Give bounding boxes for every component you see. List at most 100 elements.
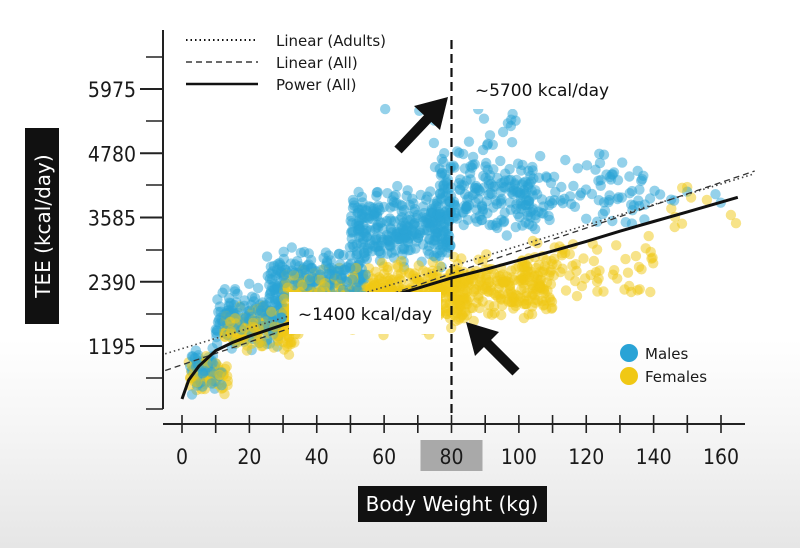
male-point	[270, 295, 281, 307]
male-point	[603, 197, 614, 208]
x-axis-title-box: Body Weight (kg)	[358, 486, 547, 522]
legend-line-label: Power (All)	[276, 76, 356, 94]
callout-box-high	[466, 69, 618, 109]
female-point	[368, 280, 379, 291]
x-tick-label: 160	[703, 445, 739, 469]
male-point	[510, 221, 521, 233]
male-point	[533, 172, 545, 183]
male-point	[356, 209, 368, 220]
female-point	[483, 308, 494, 319]
female-point	[508, 303, 519, 314]
female-point	[239, 323, 250, 334]
male-point	[556, 181, 567, 193]
male-point	[506, 137, 518, 148]
male-point	[501, 230, 512, 241]
x-tick-highlight-box	[420, 440, 483, 471]
male-point	[564, 191, 576, 202]
female-point	[382, 272, 394, 283]
male-point	[590, 164, 601, 175]
female-point	[392, 259, 403, 271]
male-point	[592, 216, 603, 227]
male-point	[555, 195, 566, 206]
male-point	[595, 180, 606, 191]
female-point	[297, 279, 308, 291]
male-point	[428, 235, 439, 246]
trend-line-power-all	[180, 195, 739, 400]
male-point	[581, 213, 592, 224]
male-point	[481, 157, 492, 169]
x-tick-label: 140	[636, 445, 672, 469]
male-point	[465, 161, 476, 172]
x-tick-label: 60	[372, 445, 396, 469]
male-point	[344, 284, 355, 295]
male-point	[369, 234, 381, 246]
female-point	[192, 377, 203, 388]
female-point	[488, 301, 500, 312]
male-point	[533, 206, 544, 217]
female-point	[549, 253, 560, 264]
male-point	[268, 284, 280, 295]
male-point	[207, 357, 218, 369]
x-tick-label: 40	[305, 445, 329, 469]
male-point	[349, 200, 360, 211]
male-point	[497, 126, 509, 138]
legend-point-females	[620, 367, 638, 385]
legend-line-label: Linear (Adults)	[276, 32, 386, 50]
female-point	[268, 342, 279, 353]
trend-line-linear-adults	[164, 172, 755, 355]
male-point	[496, 198, 507, 209]
male-point	[454, 147, 465, 159]
point-legend: Males Females	[620, 344, 707, 386]
male-point	[476, 214, 488, 226]
male-point	[217, 287, 228, 298]
male-point	[392, 180, 403, 192]
y-tick-label: 4780	[88, 142, 136, 166]
male-point	[632, 165, 643, 177]
male-point	[359, 247, 370, 258]
female-point	[518, 312, 530, 324]
male-point	[248, 296, 260, 307]
male-point	[206, 378, 217, 389]
male-point	[286, 242, 297, 253]
female-point	[648, 258, 659, 269]
x-tick-label: 20	[237, 445, 261, 469]
male-point	[458, 219, 469, 231]
female-point	[579, 273, 591, 284]
female-point	[519, 282, 530, 294]
male-point	[439, 169, 451, 180]
female-point	[633, 261, 645, 273]
female-point	[676, 218, 688, 229]
female-point	[532, 295, 544, 306]
female-point	[588, 255, 600, 267]
legend-line-label: Linear (All)	[276, 54, 358, 72]
x-tick-label: 0	[176, 445, 188, 469]
female-point	[460, 274, 472, 286]
female-point	[452, 307, 463, 318]
male-point	[429, 161, 441, 173]
male-point	[560, 154, 571, 166]
y-axis-ticks	[140, 56, 163, 410]
male-point	[385, 224, 397, 235]
male-point	[636, 175, 647, 186]
male-point	[380, 103, 391, 115]
callout-text-high: ~5700 kcal/day	[475, 81, 609, 101]
arrow-high-shaft	[394, 110, 436, 154]
female-point	[630, 250, 642, 262]
male-point	[214, 318, 225, 330]
male-point	[569, 201, 581, 212]
female-point	[451, 281, 462, 292]
male-point	[502, 118, 514, 129]
male-point	[599, 205, 611, 217]
male-point	[581, 160, 593, 171]
male-point	[347, 227, 358, 238]
male-point	[333, 249, 345, 260]
female-point	[537, 266, 548, 278]
female-point	[622, 267, 634, 278]
x-tick-label: 120	[568, 445, 604, 469]
male-point	[428, 137, 440, 149]
arrow-high-head	[414, 97, 448, 130]
male-point	[216, 380, 227, 391]
male-point	[458, 180, 470, 191]
male-point	[604, 171, 616, 183]
female-point	[282, 341, 293, 352]
